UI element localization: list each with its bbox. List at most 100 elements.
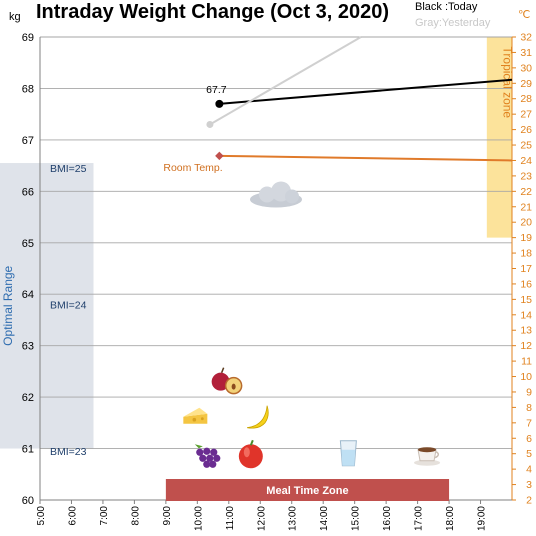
- series-lines: 67.7 Room Temp.: [163, 36, 513, 174]
- legend-today: Black :Today: [415, 1, 478, 13]
- cheese-icon-top: [183, 407, 208, 417]
- bmi-label: BMI=23: [50, 446, 87, 458]
- y-right-unit: ℃: [518, 9, 530, 21]
- series-yesterday-line: [209, 36, 362, 126]
- apple-plum-icon: [211, 367, 243, 395]
- water-glass-icon: [339, 440, 357, 467]
- coffee-cup-icon-handle: [434, 451, 440, 459]
- banana-icon-fruit: [247, 405, 269, 429]
- legend-yesterday: Gray:Yesterday: [415, 17, 491, 29]
- y-right-tick-label: 8: [526, 402, 532, 414]
- y-right-tick-label: 12: [520, 340, 532, 352]
- x-tick-label: 5:00: [36, 506, 47, 526]
- apple-icon-stem: [249, 439, 254, 446]
- y-right-tick-label: 7: [526, 417, 532, 429]
- banana-icon: [247, 405, 269, 429]
- x-tick-label: 19:00: [477, 506, 488, 531]
- tropical-zone-label: Tropical zone: [500, 47, 514, 119]
- y-right-tick-label: 3: [526, 479, 532, 491]
- y-right-tick-label: 4: [526, 464, 532, 476]
- grapes-icon-grape: [209, 460, 217, 468]
- optimal-range-band: [0, 163, 94, 449]
- x-tick-label: 14:00: [319, 506, 330, 531]
- y-right-tick-label: 20: [520, 217, 532, 229]
- y-left-tick-label: 69: [22, 32, 34, 44]
- grapes-icon-grape: [203, 447, 211, 455]
- gridlines: [40, 36, 512, 501]
- x-tick-label: 18:00: [445, 506, 456, 531]
- y-right-tick-label: 31: [520, 47, 532, 59]
- x-tick-label: 7:00: [99, 506, 110, 526]
- grapes-icon-grape: [196, 448, 204, 456]
- y-right-tick-label: 23: [520, 170, 532, 182]
- y-right-tick-label: 29: [520, 78, 532, 90]
- y-right-tick-label: 13: [520, 325, 532, 337]
- series-today-data-label: 67.7: [206, 84, 227, 96]
- y-right-tick-label: 16: [520, 278, 532, 290]
- grapes-icon-grape: [206, 454, 214, 462]
- y-right-tick-label: 22: [520, 186, 532, 198]
- series-today-line: [219, 78, 513, 105]
- cloud-icon-puff: [259, 186, 275, 203]
- grapes-icon-grape: [199, 454, 207, 462]
- coffee-cup-icon-coffee: [418, 447, 437, 453]
- chart-title: Intraday Weight Change (Oct 3, 2020): [36, 1, 389, 23]
- y-right-tick-label: 25: [520, 140, 532, 152]
- apple-icon: [238, 439, 263, 469]
- cheese-icon-hole: [192, 417, 197, 422]
- y-right-tick-label: 14: [520, 309, 532, 321]
- y-right-tick-label: 17: [520, 263, 532, 275]
- y-left-tick-label: 63: [22, 341, 34, 353]
- x-tick-label: 10:00: [193, 506, 204, 531]
- y-right-tick-label: 2: [526, 495, 532, 507]
- y-left-tick-label: 68: [22, 83, 34, 95]
- y-right-tick-label: 27: [520, 109, 532, 121]
- series-room_temp-line: [219, 154, 513, 162]
- y-left-tick-label: 65: [22, 238, 34, 250]
- y-right-tick-label: 21: [520, 201, 532, 213]
- background-bands: [0, 37, 512, 449]
- grapes-icon-grape: [203, 460, 211, 468]
- x-tick-label: 12:00: [256, 506, 267, 531]
- apple-icon-fruit: [238, 444, 263, 469]
- apple-icon-shine: [243, 447, 250, 458]
- y-left-tick-label: 62: [22, 392, 34, 404]
- y-right-tick-label: 30: [520, 62, 532, 74]
- water-glass-icon-water: [341, 449, 356, 466]
- x-tick-label: 13:00: [288, 506, 299, 531]
- y-left-tick-label: 66: [22, 186, 34, 198]
- y-left-tick-label: 64: [22, 289, 34, 301]
- y-right-tick-label: 28: [520, 93, 532, 105]
- apple-plum-icon-stem: [220, 367, 225, 373]
- y-left-unit: kg: [9, 11, 21, 23]
- grapes-icon: [194, 444, 221, 468]
- x-tick-label: 9:00: [162, 506, 173, 526]
- series-today-point: [215, 99, 224, 108]
- coffee-cup-icon: [414, 447, 441, 466]
- cloud-icon-puff: [285, 189, 299, 204]
- bmi-label: BMI=24: [50, 299, 87, 311]
- x-tick-label: 16:00: [382, 506, 393, 531]
- y-left-tick-label: 60: [22, 495, 34, 507]
- y-right-tick-label: 32: [520, 32, 532, 44]
- x-tick-label: 17:00: [414, 506, 425, 531]
- bmi-label: BMI=25: [50, 163, 87, 175]
- y-right-tick-label: 5: [526, 448, 532, 460]
- x-tick-label: 11:00: [225, 506, 236, 531]
- y-right-tick-label: 10: [520, 371, 532, 383]
- annotation-labels: Optimal Range BMI=25 BMI=24 BMI=23 Tropical …: [1, 47, 514, 501]
- meal-time-zone-label: Meal Time Zone: [266, 485, 348, 497]
- axes: 6061626364656667686923456789101112131415…: [22, 32, 532, 532]
- meal-time-zone-bar: [165, 479, 450, 501]
- x-tick-label: 8:00: [130, 506, 141, 526]
- x-tick-label: 6:00: [67, 506, 78, 526]
- grapes-icon-grape: [210, 448, 218, 456]
- cloud-icon: [250, 181, 302, 208]
- cheese-icon: [183, 407, 208, 424]
- apple-plum-icon-pit: [231, 383, 236, 390]
- y-left-tick-label: 61: [22, 444, 34, 456]
- y-right-tick-label: 6: [526, 433, 532, 445]
- grapes-icon-grape: [213, 454, 221, 462]
- y-right-tick-label: 15: [520, 294, 532, 306]
